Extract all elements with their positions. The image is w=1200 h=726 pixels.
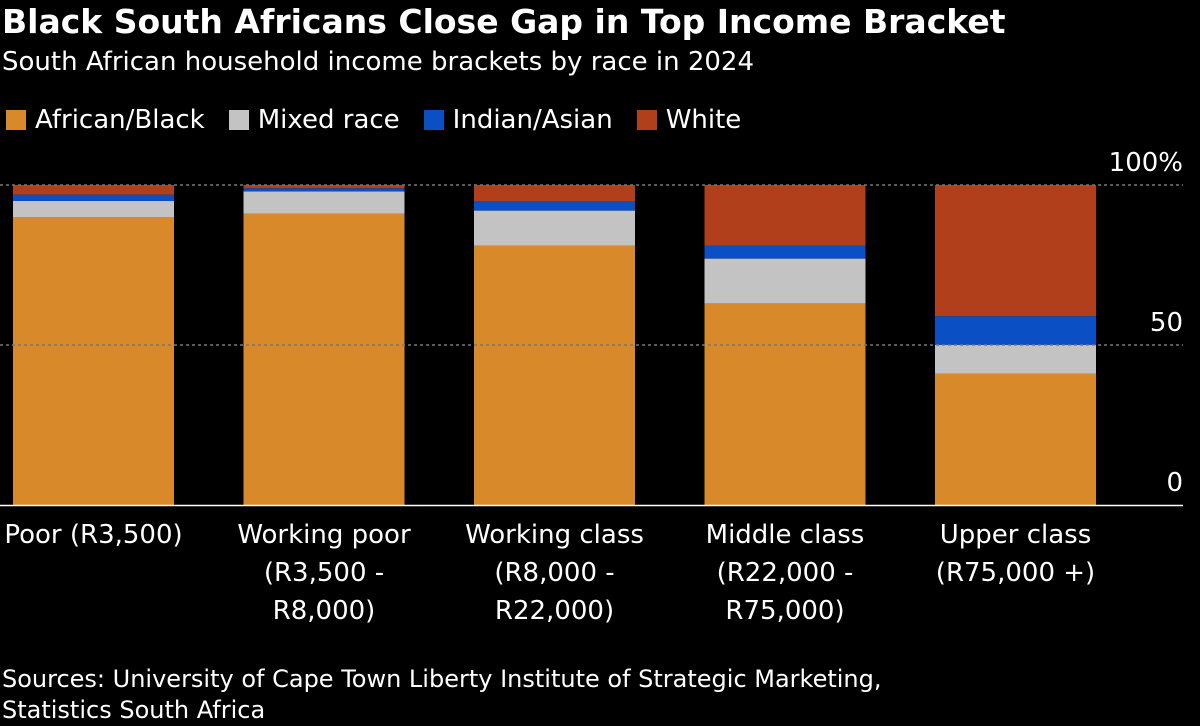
x-tick-label: Poor (R3,500) bbox=[4, 520, 182, 550]
x-tick-label: Upper class (R75,000 +) bbox=[936, 520, 1095, 588]
bar-segment-white bbox=[474, 185, 635, 201]
legend-label: Indian/Asian bbox=[452, 105, 613, 135]
bar-segment-white bbox=[13, 185, 174, 195]
legend-swatch bbox=[423, 110, 444, 130]
x-tick-label-line: (R75,000 +) bbox=[936, 558, 1095, 588]
legend-label: Mixed race bbox=[257, 105, 400, 135]
legend-swatch bbox=[636, 110, 657, 130]
y-tick-label: 100% bbox=[1109, 148, 1183, 178]
legend-swatch bbox=[228, 110, 249, 130]
bar-segment-indian-asian bbox=[243, 188, 405, 192]
bar-segment-african-black bbox=[243, 213, 405, 506]
x-tick-label-line: R8,000) bbox=[273, 596, 376, 626]
source-line-1: Sources: University of Cape Town Liberty… bbox=[2, 665, 882, 693]
x-tick-label-line: (R3,500 - bbox=[264, 558, 384, 588]
y-tick-label: 0 bbox=[1166, 468, 1183, 498]
bar-segment-african-black bbox=[935, 373, 1096, 505]
bar-segment-white bbox=[935, 185, 1096, 317]
source-line-2: Statistics South Africa bbox=[2, 696, 266, 724]
legend-label: African/Black bbox=[35, 105, 205, 135]
bar-segment-indian-asian bbox=[704, 245, 866, 259]
legend: African/Black Mixed race Indian/Asian White bbox=[6, 102, 765, 138]
x-tick-label-line: Upper class bbox=[940, 520, 1092, 550]
bar-segment-african-black bbox=[704, 303, 866, 505]
x-tick-label-line: R22,000) bbox=[495, 596, 614, 626]
bar-segment-white bbox=[704, 185, 866, 246]
bar-segment-white bbox=[243, 185, 405, 189]
legend-item-white: White bbox=[636, 105, 742, 135]
legend-swatch bbox=[6, 110, 26, 130]
x-tick-label-line: (R8,000 - bbox=[494, 558, 614, 588]
bar-segment-indian-asian bbox=[474, 201, 635, 211]
stacked-bar-chart: Poor (R3,500) Working poor (R3,500 - R8,000… bbox=[0, 148, 1183, 626]
bar-segment-african-black bbox=[474, 245, 635, 506]
x-tick-label-line: Working class bbox=[465, 520, 644, 550]
x-tick-label: Working class (R8,000 - R22,000) bbox=[465, 520, 644, 626]
x-tick-label: Working poor (R3,500 - R8,000) bbox=[237, 520, 411, 626]
bar-segment-african-black bbox=[13, 217, 174, 505]
bar-segment-mixed-race bbox=[704, 258, 866, 304]
bar-segment-indian-asian bbox=[13, 194, 174, 201]
chart-subtitle: South African household income brackets … bbox=[2, 47, 755, 77]
legend-item-african-black: African/Black bbox=[6, 105, 205, 135]
legend-item-indian-asian: Indian/Asian bbox=[423, 105, 613, 135]
source-note: Sources: University of Cape Town Liberty… bbox=[2, 664, 882, 726]
bar-segment-indian-asian bbox=[935, 316, 1096, 345]
bar-segment-mixed-race bbox=[935, 345, 1096, 374]
bar-segment-mixed-race bbox=[13, 201, 174, 217]
legend-label: White bbox=[665, 105, 742, 135]
bar-segment-mixed-race bbox=[243, 191, 405, 214]
x-tick-label-line: R75,000) bbox=[725, 596, 844, 626]
chart-title: Black South Africans Close Gap in Top In… bbox=[2, 2, 1006, 41]
x-tick-label-line: Working poor bbox=[237, 520, 411, 550]
x-tick-label: Middle class (R22,000 - R75,000) bbox=[706, 520, 865, 626]
y-tick-label: 50 bbox=[1150, 308, 1183, 338]
bar-segment-mixed-race bbox=[474, 210, 635, 246]
x-tick-label-line: (R22,000 - bbox=[717, 558, 854, 588]
x-tick-label-line: Middle class bbox=[706, 520, 865, 550]
legend-item-mixed-race: Mixed race bbox=[228, 105, 400, 135]
x-tick-label-line: Poor (R3,500) bbox=[4, 520, 182, 550]
